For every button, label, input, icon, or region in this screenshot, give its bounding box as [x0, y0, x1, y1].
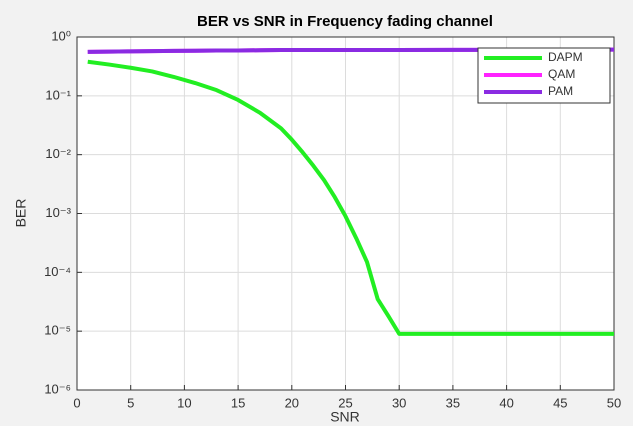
x-tick-label: 20 [285, 395, 299, 410]
y-tick-label: 10⁰ [51, 28, 71, 43]
y-tick-label: 10⁻⁵ [44, 323, 71, 338]
x-tick-label: 0 [73, 395, 80, 410]
y-tick-label: 10⁻⁶ [44, 381, 71, 396]
x-tick-label: 5 [127, 395, 134, 410]
x-tick-label: 35 [446, 395, 460, 410]
legend-label: PAM [548, 84, 573, 98]
x-tick-label: 50 [607, 395, 621, 410]
legend-label: QAM [548, 67, 575, 81]
series-line [87, 59, 614, 336]
legend: DAPM QAM PAM [477, 47, 611, 104]
chart-title: BER vs SNR in Frequency fading channel [197, 13, 493, 30]
x-tick-label: 45 [553, 395, 567, 410]
x-axis-label: SNR [330, 409, 360, 425]
x-tick-label: 25 [338, 395, 352, 410]
x-tick-label: 30 [392, 395, 406, 410]
x-tick-label: 15 [231, 395, 245, 410]
x-tick-label: 40 [499, 395, 513, 410]
x-tick-label: 10 [177, 395, 191, 410]
y-tick-label: 10⁻¹ [45, 87, 71, 102]
y-tick-label: 10⁻³ [45, 205, 71, 220]
y-axis-label: BER [13, 199, 29, 228]
axes-box [76, 36, 615, 391]
series-line [87, 47, 614, 54]
legend-label: DAPM [548, 50, 583, 64]
y-tick-label: 10⁻⁴ [44, 264, 71, 279]
y-tick-label: 10⁻² [45, 146, 71, 161]
